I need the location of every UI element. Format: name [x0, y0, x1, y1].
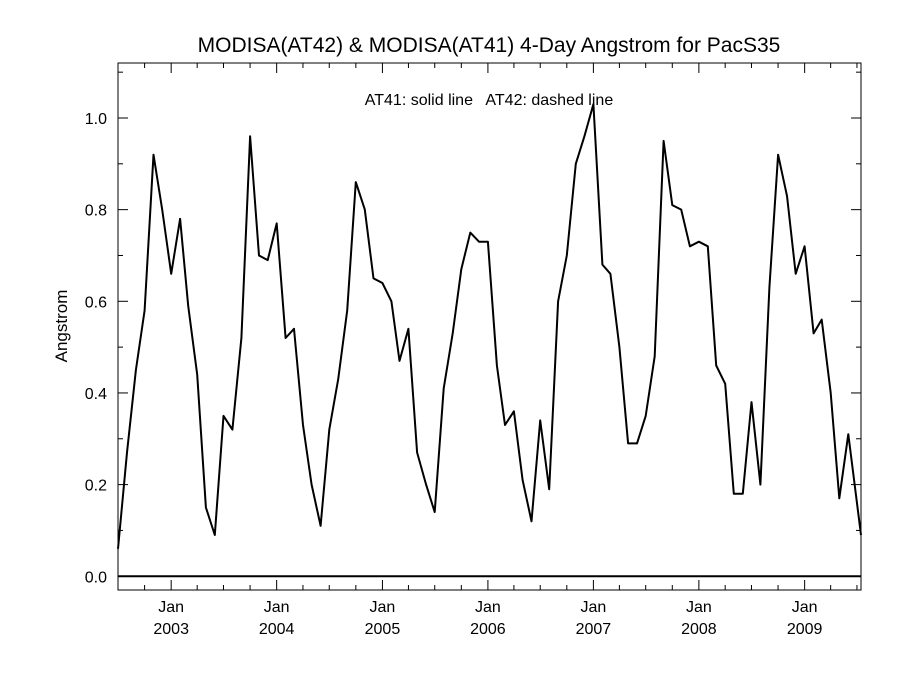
y-tick-label: 1.0 [85, 111, 107, 128]
y-axis-label: Angstrom [52, 290, 71, 363]
chart-title: MODISA(AT42) & MODISA(AT41) 4-Day Angstr… [198, 34, 781, 57]
x-tick-month-label: Jan [475, 599, 501, 616]
y-tick-label: 0.8 [85, 203, 107, 220]
y-axis-ticks: 0.0 0.2 0.4 0.6 0.8 1.0 [85, 71, 861, 586]
x-tick-year-label: 2003 [153, 621, 189, 638]
x-tick-year-label: 2008 [681, 621, 717, 638]
legend-annotation: AT41: solid line AT42: dashed line [365, 92, 614, 109]
x-axis-ticks: Jan 2003 Jan 2004 Jan 2005 Jan 2006 Jan 2007 Jan 20… [144, 63, 858, 638]
plot-frame [117, 62, 862, 591]
x-tick-year-label: 2006 [470, 621, 506, 638]
y-tick-label: 0.4 [85, 386, 107, 403]
x-tick-month-label: Jan [580, 599, 606, 616]
x-tick-year-label: 2004 [259, 621, 295, 638]
y-tick-label: 0.6 [85, 294, 107, 311]
x-tick-month-label: Jan [264, 599, 290, 616]
x-tick-month-label: Jan [792, 599, 818, 616]
x-tick-month-label: Jan [158, 599, 184, 616]
series-group [117, 103, 862, 549]
x-tick-month-label: Jan [370, 599, 396, 616]
y-tick-label: 0.0 [85, 569, 107, 586]
x-tick-year-label: 2005 [365, 621, 401, 638]
y-tick-label: 0.2 [85, 478, 107, 495]
x-tick-month-label: Jan [686, 599, 712, 616]
x-tick-year-label: 2009 [787, 621, 823, 638]
x-tick-year-label: 2007 [576, 621, 612, 638]
series-line-solid [117, 103, 862, 549]
